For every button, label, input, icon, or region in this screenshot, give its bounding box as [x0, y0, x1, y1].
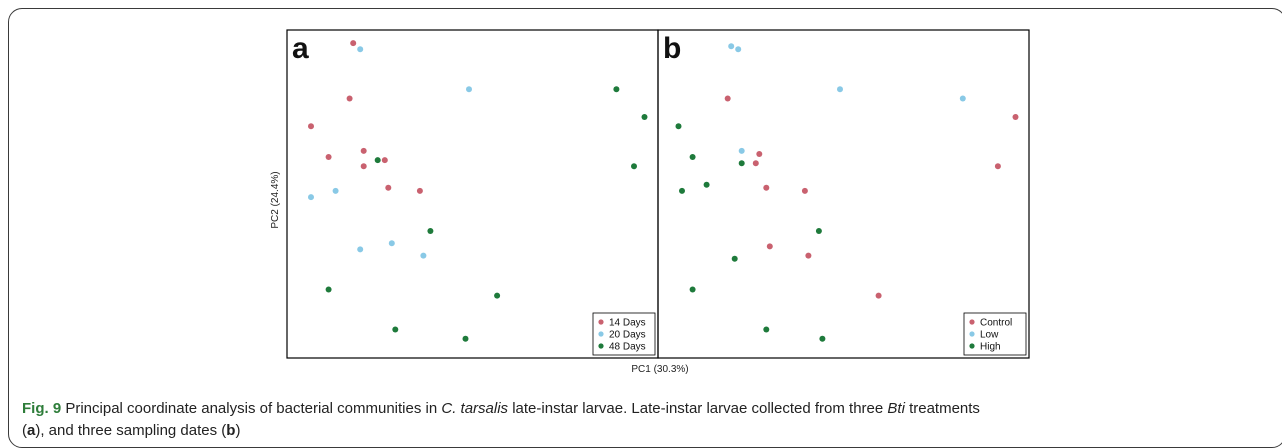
data-point: [763, 184, 770, 191]
caption-open-paren: (: [22, 422, 27, 439]
data-point: [689, 286, 696, 293]
data-point: [325, 286, 332, 293]
figure-card: [8, 8, 1282, 448]
data-point: [738, 147, 745, 154]
data-point: [381, 157, 388, 164]
data-point: [994, 163, 1001, 170]
legend-item-2: 20 Days: [609, 330, 646, 341]
data-point: [703, 181, 710, 188]
caption-text-4: ), and three sampling dates (: [35, 422, 227, 439]
caption-text-2: late-instar larvae. Late-instar larvae c…: [508, 400, 888, 417]
plot-frame: [657, 29, 1030, 359]
data-point: [805, 252, 812, 259]
legend-marker: [969, 331, 975, 337]
data-point: [819, 335, 826, 342]
y-axis-label: PC2 (24.4%): [270, 171, 281, 228]
data-point: [462, 335, 469, 342]
plot-frame: [286, 29, 659, 359]
data-point: [360, 163, 367, 170]
panel-label: a: [292, 32, 309, 65]
legend-item-1: 14 Days: [609, 318, 646, 329]
data-point: [731, 255, 738, 262]
legend-marker: [969, 319, 975, 325]
data-point: [752, 160, 759, 167]
data-point: [613, 86, 620, 93]
legend-marker: [598, 319, 604, 325]
data-point: [1012, 114, 1019, 120]
legend-item-1: Control: [980, 318, 1012, 329]
caption-close-paren: ): [235, 422, 241, 439]
caption-text-1: Principal coordinate analysis of bacteri…: [61, 400, 442, 417]
x-axis-label: PC1 (30.3%): [631, 364, 688, 375]
data-point: [679, 187, 685, 194]
data-point: [763, 326, 770, 333]
data-point: [631, 163, 637, 170]
data-point: [735, 46, 742, 53]
legend-item-2: Low: [980, 330, 999, 341]
data-point: [766, 243, 773, 250]
data-point: [392, 326, 399, 333]
data-point: [427, 228, 434, 234]
data-point: [416, 187, 423, 194]
caption-ref-b: b: [226, 422, 236, 439]
data-point: [420, 252, 427, 259]
data-point: [360, 147, 367, 154]
data-point: [875, 292, 882, 299]
data-point: [801, 187, 808, 194]
data-point: [308, 123, 314, 130]
data-point: [837, 86, 843, 93]
figure-label: Fig. 9: [22, 400, 62, 417]
data-point: [350, 40, 357, 47]
data-point: [738, 160, 745, 167]
data-point: [689, 154, 696, 160]
data-point: [346, 95, 353, 102]
data-point: [388, 240, 395, 247]
data-point: [494, 292, 501, 299]
panel-label: b: [663, 32, 681, 65]
data-point: [815, 228, 822, 234]
data-point: [724, 95, 731, 102]
legend-marker: [598, 331, 604, 337]
data-point: [728, 43, 735, 50]
caption-ref-a: a: [27, 422, 36, 439]
data-point: [959, 95, 966, 102]
data-point: [756, 151, 763, 157]
legend-item-3: 48 Days: [609, 342, 646, 353]
caption-text-3: treatments: [904, 400, 980, 417]
legend-marker: [598, 343, 604, 349]
figure-caption: Fig. 9 Principal coordinate analysis of …: [22, 398, 1262, 442]
data-point: [374, 157, 381, 164]
data-point: [308, 194, 314, 201]
data-point: [357, 46, 364, 53]
data-point: [675, 123, 682, 130]
data-point: [357, 246, 364, 253]
legend-item-3: High: [980, 342, 1001, 353]
data-point: [325, 154, 332, 160]
data-point: [332, 187, 339, 194]
data-point: [466, 86, 472, 93]
legend-marker: [969, 343, 975, 349]
data-point: [385, 184, 392, 191]
data-point: [641, 114, 648, 120]
caption-species: C. tarsalis: [441, 400, 509, 417]
caption-bti: Bti: [887, 400, 905, 417]
